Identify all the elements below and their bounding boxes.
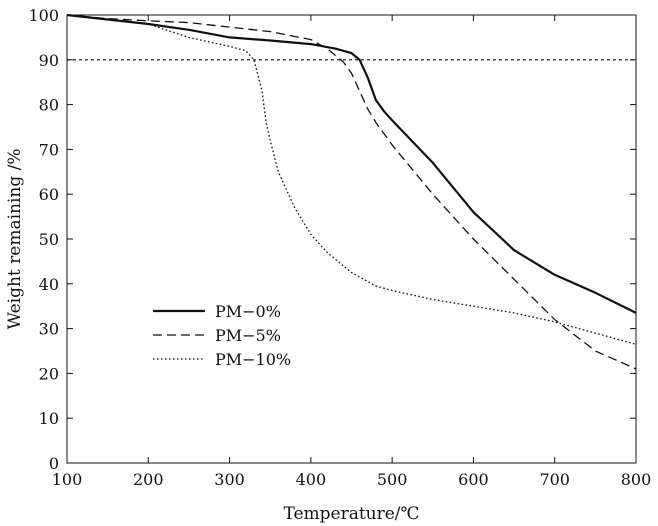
- x-axis-title: Temperature/℃: [283, 504, 419, 524]
- series-line-2: [66, 14, 637, 370]
- x-tick-label: 300: [214, 470, 245, 489]
- x-tick-label: 100: [52, 470, 83, 489]
- x-tick-label: 200: [133, 470, 164, 489]
- y-axis-title: Weight remaining /%: [5, 148, 25, 329]
- y-tick-label: 90: [39, 51, 59, 70]
- y-tick-label: 50: [39, 230, 59, 249]
- y-tick-label: 40: [39, 275, 59, 294]
- legend-label-3: PM−10%: [215, 350, 291, 369]
- x-tick-label: 800: [621, 470, 652, 489]
- legend-label-2: PM−5%: [215, 326, 281, 345]
- series-line-3: [66, 14, 637, 345]
- y-tick-label: 0: [49, 454, 59, 473]
- y-tick-label: 60: [39, 185, 59, 204]
- x-tick-label: 500: [377, 470, 408, 489]
- series-line-1: [66, 13, 637, 314]
- y-tick-label: 100: [28, 6, 59, 25]
- y-tick-label: 70: [39, 140, 59, 159]
- y-tick-label: 30: [39, 320, 59, 339]
- x-tick-label: 600: [458, 470, 489, 489]
- legend: PM−0% PM−5% PM−10%: [153, 302, 291, 369]
- y-tick-label: 20: [39, 364, 59, 383]
- y-tick-label: 80: [39, 96, 59, 115]
- plot-frame: [66, 14, 637, 464]
- x-tick-label: 700: [539, 470, 570, 489]
- x-tick-label: 400: [296, 470, 327, 489]
- y-tick-label: 10: [39, 409, 59, 428]
- legend-label-1: PM−0%: [215, 302, 281, 321]
